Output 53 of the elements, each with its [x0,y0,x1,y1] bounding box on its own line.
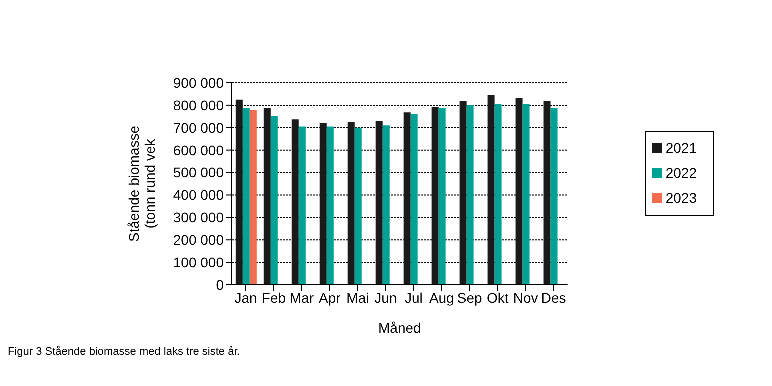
bar [494,104,502,285]
x-tick-label: Jul [404,290,423,306]
bar [488,95,495,285]
bar [438,108,446,285]
bar [522,104,530,285]
y-tick-label: 800 000 [173,97,224,114]
text: Figur 3 Stående biomasse med laks tre siste år. [8,346,240,358]
y-axis-title: Stående biomasse (tonn rund vek [126,126,158,242]
bar [236,100,243,285]
y-tick-label: 200 000 [173,232,224,248]
bar [550,108,558,285]
bar [382,126,390,285]
legend-label: 2022 [666,164,697,180]
bar [466,105,474,285]
x-tick-label: Mai [346,290,370,306]
legend-label: 2021 [666,140,697,156]
x-tick-label: Okt [486,290,509,306]
bar [516,98,523,285]
bar [544,101,551,285]
legend-label: 2023 [666,190,697,206]
bar [404,112,411,285]
x-tick-label: Sep [457,290,483,306]
y-tick-label: 100 000 [173,254,224,271]
bar [242,108,250,285]
bar [298,126,306,285]
x-tick-label: Feb [262,290,286,306]
bar [292,120,299,285]
bar [432,107,439,285]
x-tick-label: Nov [513,290,538,306]
x-tick-label: Mar [290,290,314,306]
bar [354,128,362,285]
bar [270,116,278,285]
x-tick-label: Des [541,290,566,306]
bar [264,108,271,285]
y-tick-label: 900 000 [173,74,224,91]
x-tick-label: Apr [319,290,342,306]
y-tick-label: 300 000 [173,210,224,226]
x-tick-label: Jan [234,290,258,306]
y-tick-label: 500 000 [173,164,224,181]
bar [348,122,355,285]
y-tick-label: 700 000 [173,120,224,136]
bar [376,121,383,285]
y-tick-label: 400 000 [173,187,224,204]
x-tick-label: Jun [374,290,398,306]
bar [326,126,334,285]
x-tick-label: Aug [429,290,454,306]
x-axis-title: Måned [378,320,422,336]
bar [320,123,327,285]
y-tick-label: 0 [216,276,224,293]
y-tick-label: 600 000 [173,142,224,158]
bar [460,101,467,285]
bar [410,114,418,285]
bar [250,110,257,285]
